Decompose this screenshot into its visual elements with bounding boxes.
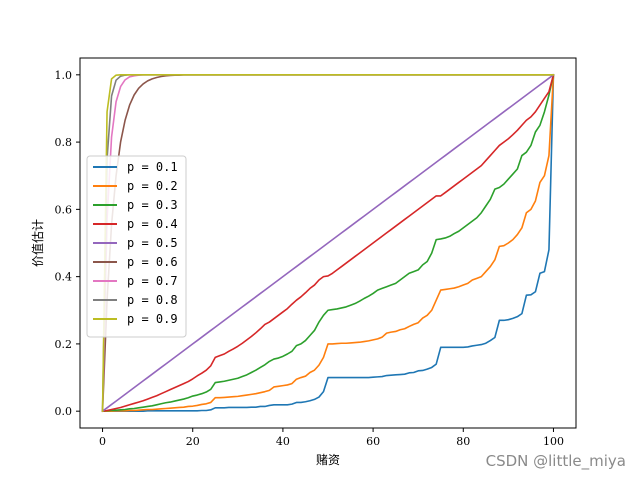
series-line-2 [101, 73, 555, 412]
legend-box [86, 155, 187, 338]
y-tick-label: 0.6 [55, 203, 73, 216]
legend-label: p = 0.8 [127, 293, 178, 307]
x-tick-label: 100 [543, 435, 564, 448]
series-line-1 [101, 73, 555, 412]
legend-label: p = 0.3 [127, 198, 178, 212]
series-line-5 [101, 73, 555, 413]
legend-label: p = 0.5 [127, 236, 178, 250]
legend-label: p = 0.9 [127, 312, 178, 326]
legend-label: p = 0.6 [127, 255, 178, 269]
y-tick-label: 0.8 [55, 136, 73, 149]
x-axis-label: 赌资 [316, 453, 340, 467]
axes-frame [79, 57, 577, 429]
legend-label: p = 0.2 [127, 179, 178, 193]
series-line-9 [101, 74, 555, 412]
x-tick-label: 80 [456, 435, 470, 448]
y-axis-label: 价值估计 [30, 219, 45, 267]
y-axis: 0.0 0.2 0.4 0.6 0.8 1.0 [55, 69, 80, 418]
watermark-text: CSDN @little_miya [486, 452, 626, 471]
x-tick-label: 0 [99, 435, 106, 448]
x-tick-label: 20 [186, 435, 200, 448]
x-tick-label: 40 [276, 435, 290, 448]
x-tick-label: 60 [366, 435, 380, 448]
plot-area [101, 73, 555, 413]
x-axis: 0 20 40 60 80 100 [99, 428, 564, 448]
y-tick-label: 0.4 [55, 271, 73, 284]
legend: p = 0.1 p = 0.2 p = 0.3 p = 0.4 p = 0.5 p = 0… [86, 155, 187, 338]
y-tick-label: 1.0 [55, 69, 73, 82]
series-line-4 [101, 73, 555, 413]
legend-label: p = 0.7 [127, 274, 178, 288]
y-tick-label: 0.2 [55, 338, 73, 351]
legend-label: p = 0.1 [127, 160, 178, 174]
series-line-3 [101, 73, 555, 413]
legend-label: p = 0.4 [127, 217, 178, 231]
y-tick-label: 0.0 [55, 405, 73, 418]
